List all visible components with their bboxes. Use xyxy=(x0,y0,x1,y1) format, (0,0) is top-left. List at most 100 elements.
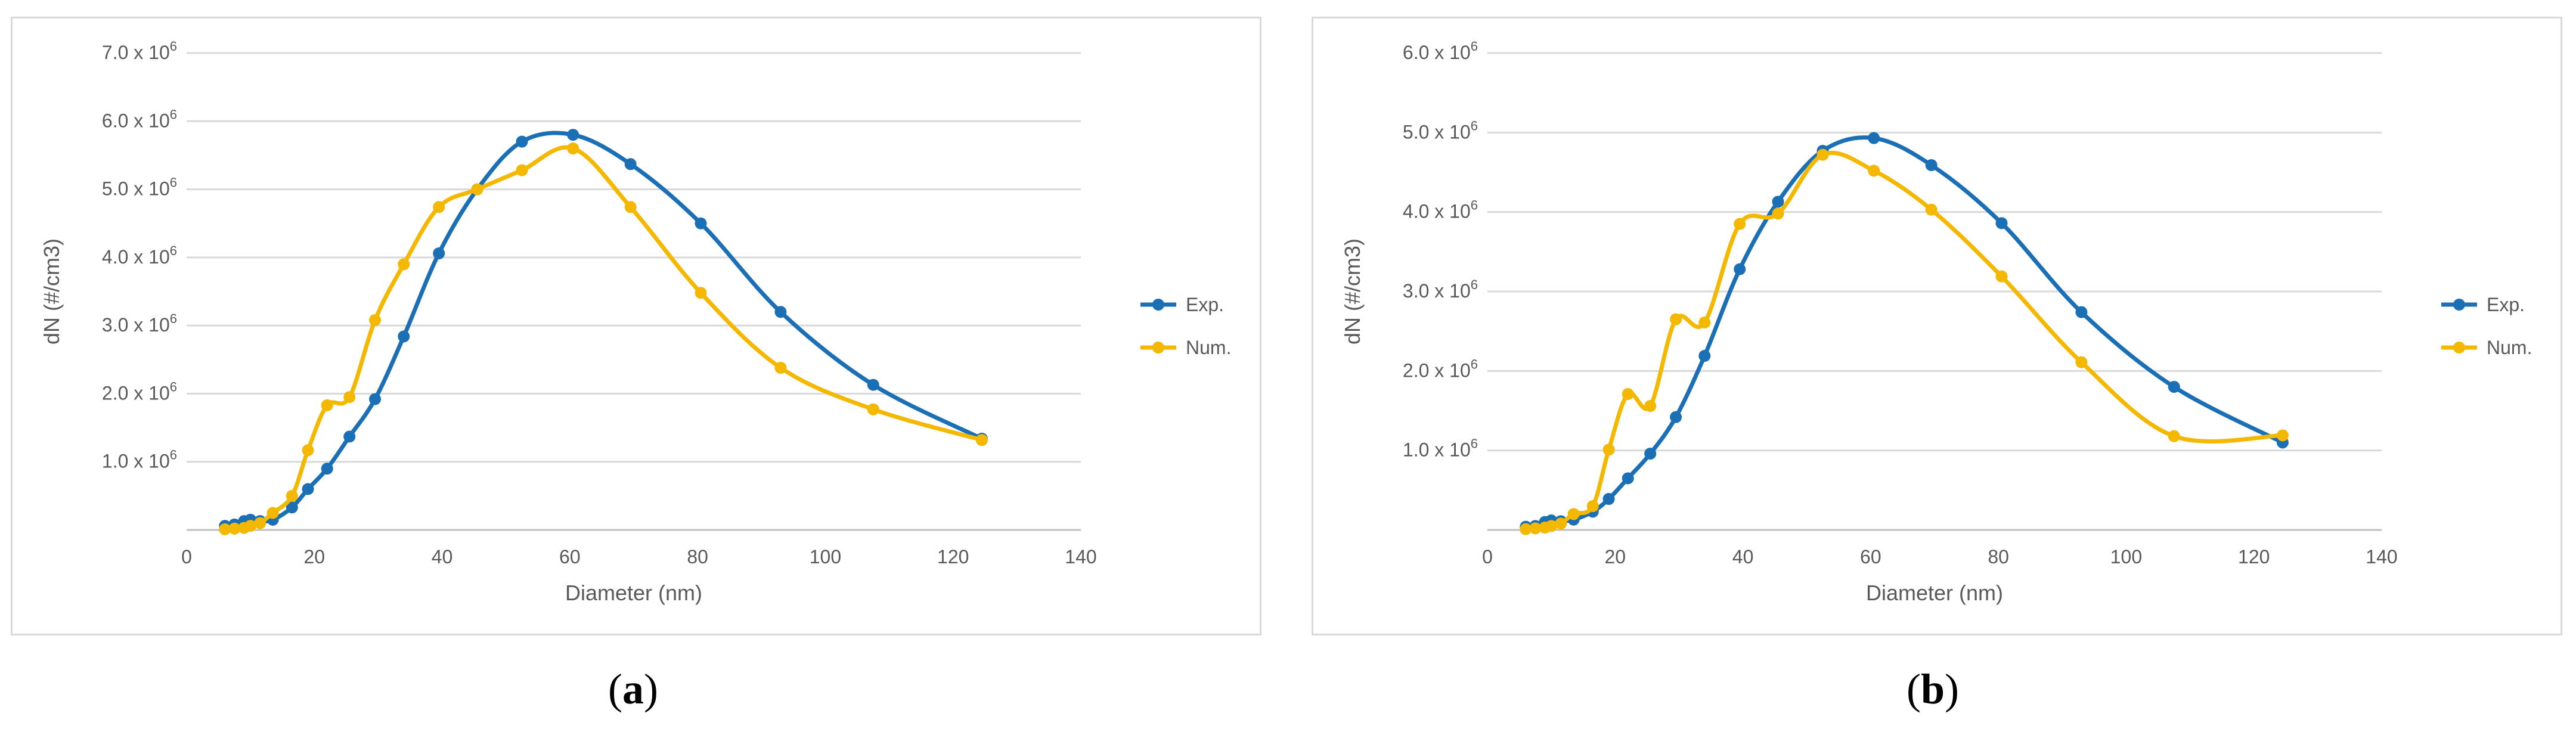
y-tick-base: 3.0 xyxy=(102,314,134,336)
data-point-exp xyxy=(1868,132,1880,144)
y-tick-exp: x 10 xyxy=(134,314,169,336)
y-tick-sup: 6 xyxy=(1471,198,1478,213)
y-tick-sup: 6 xyxy=(1471,39,1478,54)
legend-label: Num. xyxy=(1186,337,1231,358)
x-axis-label: Diameter (nm) xyxy=(1866,581,2003,605)
y-axis-label: dN (#/cm3) xyxy=(1340,238,1365,345)
y-tick-label: 5.0 x 106 xyxy=(102,175,177,200)
y-tick-base: 6.0 xyxy=(102,110,134,131)
x-tick-label: 0 xyxy=(181,546,192,567)
y-tick-sup: 6 xyxy=(170,448,177,463)
data-point-num xyxy=(1734,218,1746,230)
legend-label: Num. xyxy=(2487,337,2532,358)
legend-marker xyxy=(1152,299,1164,311)
y-tick-label: 1.0 x 106 xyxy=(102,448,177,472)
data-point-num xyxy=(286,489,298,502)
data-point-num xyxy=(1670,313,1682,325)
x-tick-label: 140 xyxy=(1065,546,1096,567)
data-point-exp xyxy=(369,393,382,405)
data-point-num xyxy=(1644,400,1657,412)
y-tick-label: 3.0 x 106 xyxy=(1403,277,1478,302)
data-point-exp xyxy=(433,247,445,259)
x-tick-label: 100 xyxy=(2110,546,2142,567)
legend-marker xyxy=(2453,299,2465,311)
y-tick-base: 6.0 xyxy=(1403,42,1434,63)
series-line-num xyxy=(1523,150,2285,532)
data-point-num xyxy=(471,183,483,196)
data-point-exp xyxy=(398,330,410,343)
y-tick-base: 1.0 xyxy=(102,451,134,472)
x-tick-label: 60 xyxy=(1860,546,1881,567)
data-point-num xyxy=(1772,207,1784,220)
data-point-exp xyxy=(1772,196,1784,208)
data-point-exp xyxy=(1644,448,1657,460)
data-point-exp xyxy=(567,129,579,141)
data-point-exp xyxy=(286,501,298,514)
data-point-num xyxy=(433,201,445,213)
data-point-num xyxy=(1698,317,1711,328)
data-point-num xyxy=(369,314,382,326)
x-tick-label: 80 xyxy=(1988,546,2009,567)
y-tick-exp: x 10 xyxy=(134,246,169,268)
y-tick-exp: x 10 xyxy=(1434,280,1470,302)
y-tick-exp: x 10 xyxy=(134,110,169,131)
data-point-exp xyxy=(1622,472,1634,485)
x-tick-label: 40 xyxy=(432,546,453,567)
data-point-num xyxy=(1555,517,1567,530)
y-tick-exp: x 10 xyxy=(134,382,169,404)
data-point-exp xyxy=(1602,493,1615,505)
data-point-num xyxy=(1995,270,2008,283)
data-point-num xyxy=(343,391,356,404)
y-tick-exp: x 10 xyxy=(134,42,169,63)
data-point-num xyxy=(1545,520,1558,532)
data-point-num xyxy=(1925,203,1938,216)
x-tick-label: 0 xyxy=(1482,546,1493,567)
data-point-num xyxy=(1602,444,1615,456)
y-tick-exp: x 10 xyxy=(1434,201,1470,222)
y-tick-label: 3.0 x 106 xyxy=(102,311,177,336)
y-tick-sup: 6 xyxy=(170,107,177,122)
y-tick-sup: 6 xyxy=(170,379,177,394)
data-point-num xyxy=(1520,523,1532,535)
y-tick-sup: 6 xyxy=(1471,118,1478,133)
y-tick-label: 2.0 x 106 xyxy=(102,379,177,404)
y-tick-sup: 6 xyxy=(1471,277,1478,292)
legend-label: Exp. xyxy=(1186,294,1224,315)
y-tick-label: 7.0 x 106 xyxy=(102,39,177,63)
data-point-num xyxy=(244,520,257,532)
y-tick-sup: 6 xyxy=(1471,436,1478,451)
x-tick-label: 140 xyxy=(2366,546,2397,567)
y-tick-sup: 6 xyxy=(170,175,177,190)
data-point-num xyxy=(321,399,333,411)
caption-b-letter: b xyxy=(1920,665,1945,713)
data-point-num xyxy=(2276,429,2289,442)
x-tick-label: 80 xyxy=(687,546,708,567)
data-point-num xyxy=(1816,148,1829,161)
y-tick-base: 4.0 xyxy=(102,246,134,268)
data-point-exp xyxy=(1995,217,2008,230)
x-tick-label: 20 xyxy=(303,546,325,567)
data-point-num xyxy=(219,523,231,535)
y-tick-label: 6.0 x 106 xyxy=(102,107,177,131)
data-point-exp xyxy=(867,379,879,391)
y-tick-label: 6.0 x 106 xyxy=(1403,39,1478,63)
y-tick-exp: x 10 xyxy=(1434,42,1470,63)
y-tick-base: 5.0 xyxy=(1403,121,1434,142)
data-point-num xyxy=(516,164,528,176)
data-point-exp xyxy=(1925,159,1938,171)
y-tick-label: 1.0 x 106 xyxy=(1403,436,1478,461)
data-point-num xyxy=(2168,430,2180,442)
x-tick-label: 60 xyxy=(559,546,581,567)
data-point-exp xyxy=(1698,350,1711,362)
y-tick-label: 4.0 x 106 xyxy=(102,243,177,268)
data-point-exp xyxy=(516,135,528,148)
x-tick-label: 40 xyxy=(1732,546,1754,567)
data-point-exp xyxy=(2075,306,2088,318)
data-point-num xyxy=(774,362,787,374)
y-tick-base: 1.0 xyxy=(1403,439,1434,461)
y-tick-label: 4.0 x 106 xyxy=(1403,198,1478,222)
data-point-num xyxy=(624,201,637,213)
y-tick-sup: 6 xyxy=(170,243,177,258)
legend-marker xyxy=(2453,342,2465,353)
